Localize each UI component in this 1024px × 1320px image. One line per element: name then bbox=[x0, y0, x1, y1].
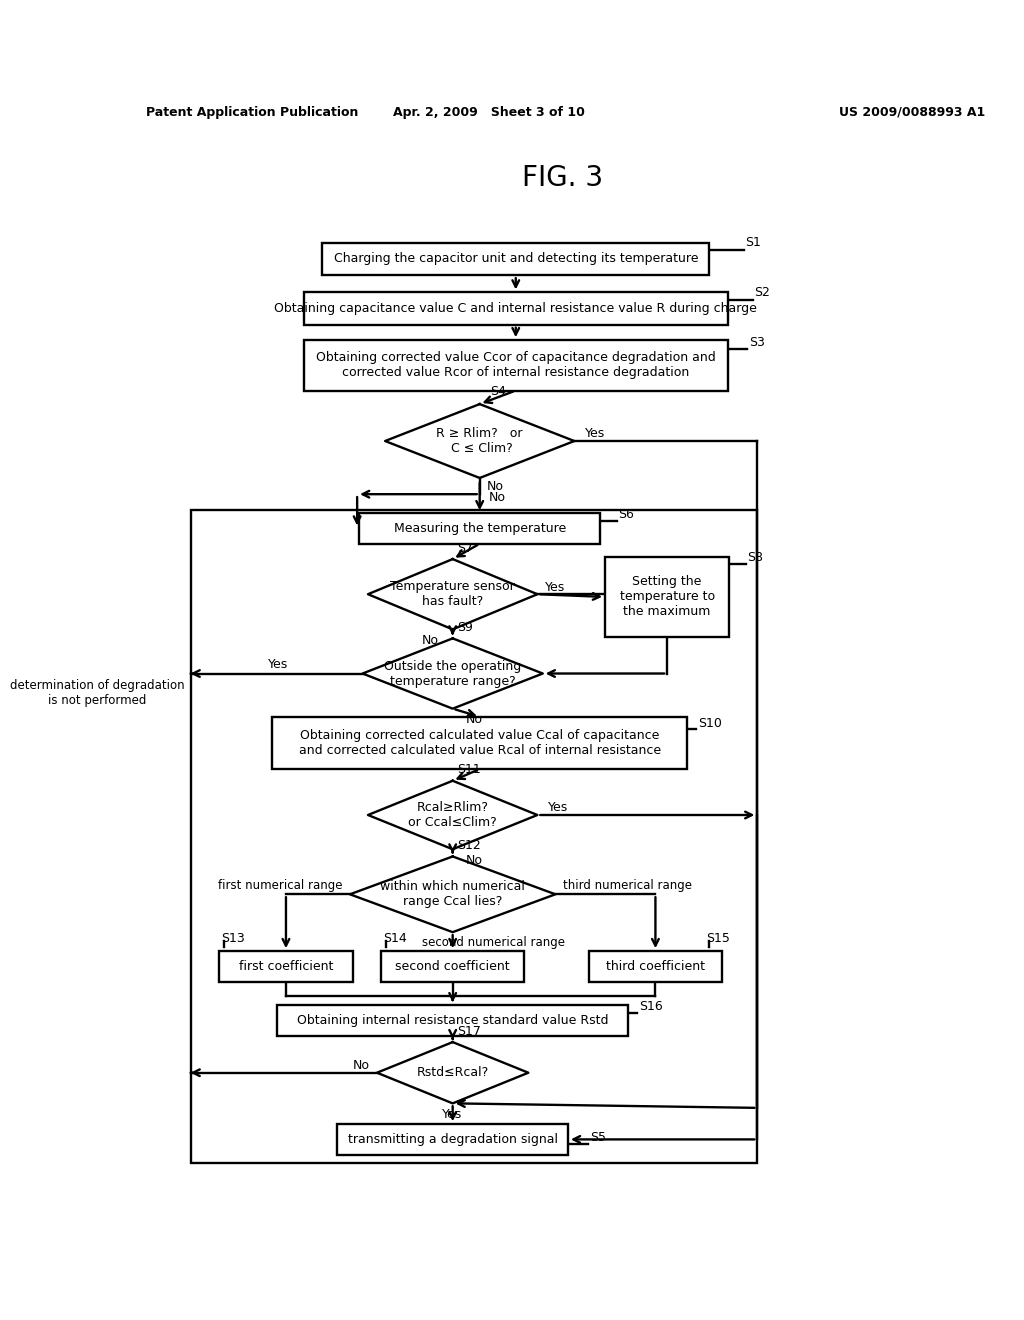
Text: Charging the capacitor unit and detecting its temperature: Charging the capacitor unit and detectin… bbox=[334, 252, 698, 265]
Text: No: No bbox=[488, 491, 506, 504]
Text: Yes: Yes bbox=[442, 1107, 462, 1121]
Text: No: No bbox=[465, 713, 482, 726]
Text: within which numerical
range Ccal lies?: within which numerical range Ccal lies? bbox=[380, 880, 525, 908]
Text: S16: S16 bbox=[639, 1001, 663, 1014]
Text: S10: S10 bbox=[697, 717, 722, 730]
Text: Setting the
temperature to
the maximum: Setting the temperature to the maximum bbox=[620, 576, 715, 618]
Bar bbox=[219, 952, 352, 982]
Text: Yes: Yes bbox=[545, 581, 565, 594]
Text: S13: S13 bbox=[221, 932, 245, 945]
Text: S2: S2 bbox=[755, 286, 770, 298]
Text: No: No bbox=[422, 634, 439, 647]
Text: Obtaining corrected value Ccor of capacitance degradation and
corrected value Rc: Obtaining corrected value Ccor of capaci… bbox=[315, 351, 716, 379]
Text: third numerical range: third numerical range bbox=[562, 879, 691, 892]
Text: Outside the operating
temperature range?: Outside the operating temperature range? bbox=[384, 660, 521, 688]
Text: Yes: Yes bbox=[548, 801, 568, 814]
Text: R ≥ Rlim?   or
 C ≤ Clim?: R ≥ Rlim? or C ≤ Clim? bbox=[436, 428, 523, 455]
Text: S7: S7 bbox=[457, 541, 473, 554]
Bar bbox=[589, 952, 722, 982]
Bar bbox=[382, 952, 524, 982]
Text: FIG. 3: FIG. 3 bbox=[522, 164, 603, 191]
Text: S15: S15 bbox=[706, 932, 730, 945]
Text: Rcal≥Rlim?
or Ccal≤Clim?: Rcal≥Rlim? or Ccal≤Clim? bbox=[409, 801, 497, 829]
Text: Patent Application Publication: Patent Application Publication bbox=[146, 106, 358, 119]
Text: second coefficient: second coefficient bbox=[395, 960, 510, 973]
Text: S6: S6 bbox=[618, 508, 634, 521]
Text: first coefficient: first coefficient bbox=[239, 960, 333, 973]
Bar bbox=[605, 557, 729, 636]
Text: S17: S17 bbox=[457, 1024, 481, 1038]
Bar bbox=[276, 1005, 629, 1036]
Text: S14: S14 bbox=[383, 932, 407, 945]
Text: Temperature sensor
has fault?: Temperature sensor has fault? bbox=[390, 581, 515, 609]
Text: third coefficient: third coefficient bbox=[606, 960, 705, 973]
Bar bbox=[191, 510, 758, 1163]
Text: second numerical range: second numerical range bbox=[422, 936, 564, 949]
Text: determination of degradation
is not performed: determination of degradation is not perf… bbox=[9, 680, 184, 708]
Text: S4: S4 bbox=[490, 385, 507, 397]
Text: S1: S1 bbox=[745, 236, 762, 249]
Text: Obtaining capacitance value C and internal resistance value R during charge: Obtaining capacitance value C and intern… bbox=[274, 302, 757, 315]
Text: No: No bbox=[352, 1059, 370, 1072]
Text: Measuring the temperature: Measuring the temperature bbox=[393, 521, 566, 535]
Text: S9: S9 bbox=[457, 620, 473, 634]
Text: Apr. 2, 2009   Sheet 3 of 10: Apr. 2, 2009 Sheet 3 of 10 bbox=[393, 106, 585, 119]
Text: Yes: Yes bbox=[585, 428, 605, 441]
Bar bbox=[304, 292, 727, 325]
Text: No: No bbox=[487, 480, 504, 494]
Text: first numerical range: first numerical range bbox=[218, 879, 343, 892]
Bar bbox=[304, 341, 727, 391]
Text: transmitting a degradation signal: transmitting a degradation signal bbox=[348, 1133, 558, 1146]
Bar bbox=[359, 513, 600, 544]
Text: No: No bbox=[465, 854, 482, 866]
Text: S5: S5 bbox=[590, 1131, 605, 1144]
Text: Obtaining corrected calculated value Ccal of capacitance
and corrected calculate: Obtaining corrected calculated value Cca… bbox=[299, 729, 660, 756]
Bar bbox=[272, 717, 687, 770]
Text: S3: S3 bbox=[750, 337, 765, 350]
Text: US 2009/0088993 A1: US 2009/0088993 A1 bbox=[839, 106, 985, 119]
Bar bbox=[322, 243, 710, 275]
Text: S8: S8 bbox=[748, 550, 763, 564]
Bar bbox=[337, 1125, 568, 1155]
Text: Rstd≤Rcal?: Rstd≤Rcal? bbox=[417, 1067, 488, 1080]
Text: S11: S11 bbox=[457, 763, 481, 776]
Text: S12: S12 bbox=[457, 840, 481, 853]
Text: Yes: Yes bbox=[268, 657, 289, 671]
Text: Obtaining internal resistance standard value Rstd: Obtaining internal resistance standard v… bbox=[297, 1014, 608, 1027]
